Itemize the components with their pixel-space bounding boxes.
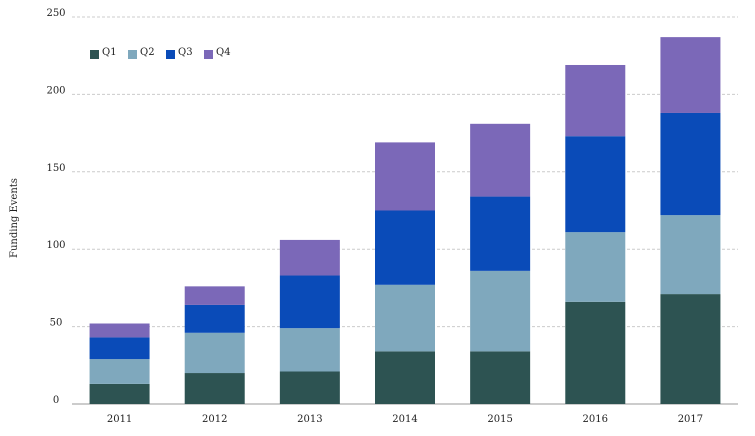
legend-label-q1: Q1 xyxy=(102,47,117,58)
bar-segment-q1-2016 xyxy=(565,301,626,404)
y-axis-label: Funding Events xyxy=(9,178,20,258)
bar-segment-q2-2016 xyxy=(565,232,626,302)
bar-segment-q3-2013 xyxy=(279,275,340,329)
x-tick-label: 2014 xyxy=(392,414,417,425)
bar-segment-q4-2013 xyxy=(279,239,340,276)
x-tick-label: 2017 xyxy=(678,414,703,425)
bar-segment-q4-2016 xyxy=(565,64,626,137)
bar-segment-q1-2015 xyxy=(470,351,531,404)
bar-segment-q2-2017 xyxy=(660,215,721,295)
bar-segment-q4-2017 xyxy=(660,37,721,113)
legend-label-q4: Q4 xyxy=(216,47,231,58)
legend: Q1 Q2 Q3 Q4 xyxy=(90,47,231,59)
y-tick-label: 0 xyxy=(53,395,59,406)
x-tick-label: 2015 xyxy=(487,414,512,425)
bar-segment-q4-2011 xyxy=(89,323,150,338)
bar-segment-q1-2011 xyxy=(89,383,150,404)
legend-label-q3: Q3 xyxy=(178,47,193,58)
bars xyxy=(89,37,721,404)
legend-swatch-q4 xyxy=(204,50,213,59)
legend-swatch-q2 xyxy=(128,50,137,59)
bar-segment-q2-2013 xyxy=(279,328,340,372)
y-tick-label: 200 xyxy=(46,85,65,96)
bar-segment-q2-2014 xyxy=(375,284,435,352)
legend-swatch-q1 xyxy=(90,50,99,59)
bar-segment-q3-2016 xyxy=(565,136,626,233)
y-tick-label: 250 xyxy=(46,8,65,19)
y-axis-ticks: 0 50 100 150 200 250 xyxy=(46,8,65,406)
bar-segment-q4-2015 xyxy=(470,123,531,197)
y-tick-label: 100 xyxy=(46,240,65,251)
bar-segment-q2-2015 xyxy=(470,270,531,352)
x-tick-label: 2016 xyxy=(583,414,608,425)
legend-label-q2: Q2 xyxy=(140,47,155,58)
bar-segment-q2-2012 xyxy=(184,332,245,374)
bar-segment-q1-2014 xyxy=(375,351,435,404)
legend-swatch-q3 xyxy=(166,50,175,59)
x-tick-label: 2013 xyxy=(297,414,322,425)
bar-segment-q4-2014 xyxy=(375,142,435,211)
x-axis-ticks: 2011 2012 2013 2014 2015 2016 2017 xyxy=(107,414,703,425)
y-tick-label: 150 xyxy=(46,163,65,174)
bar-segment-q3-2017 xyxy=(660,112,721,216)
bar-segment-q3-2012 xyxy=(184,304,245,333)
bar-segment-q1-2013 xyxy=(279,371,340,404)
bar-segment-q1-2017 xyxy=(660,294,721,404)
bar-segment-q3-2014 xyxy=(375,210,435,285)
bar-segment-q2-2011 xyxy=(89,359,150,384)
bar-segment-q3-2015 xyxy=(470,196,531,271)
bar-segment-q3-2011 xyxy=(89,337,150,360)
x-tick-label: 2012 xyxy=(202,414,227,425)
bar-segment-q1-2012 xyxy=(184,373,245,404)
x-tick-label: 2011 xyxy=(107,414,132,425)
y-tick-label: 50 xyxy=(50,318,63,329)
bar-segment-q4-2012 xyxy=(184,286,245,305)
